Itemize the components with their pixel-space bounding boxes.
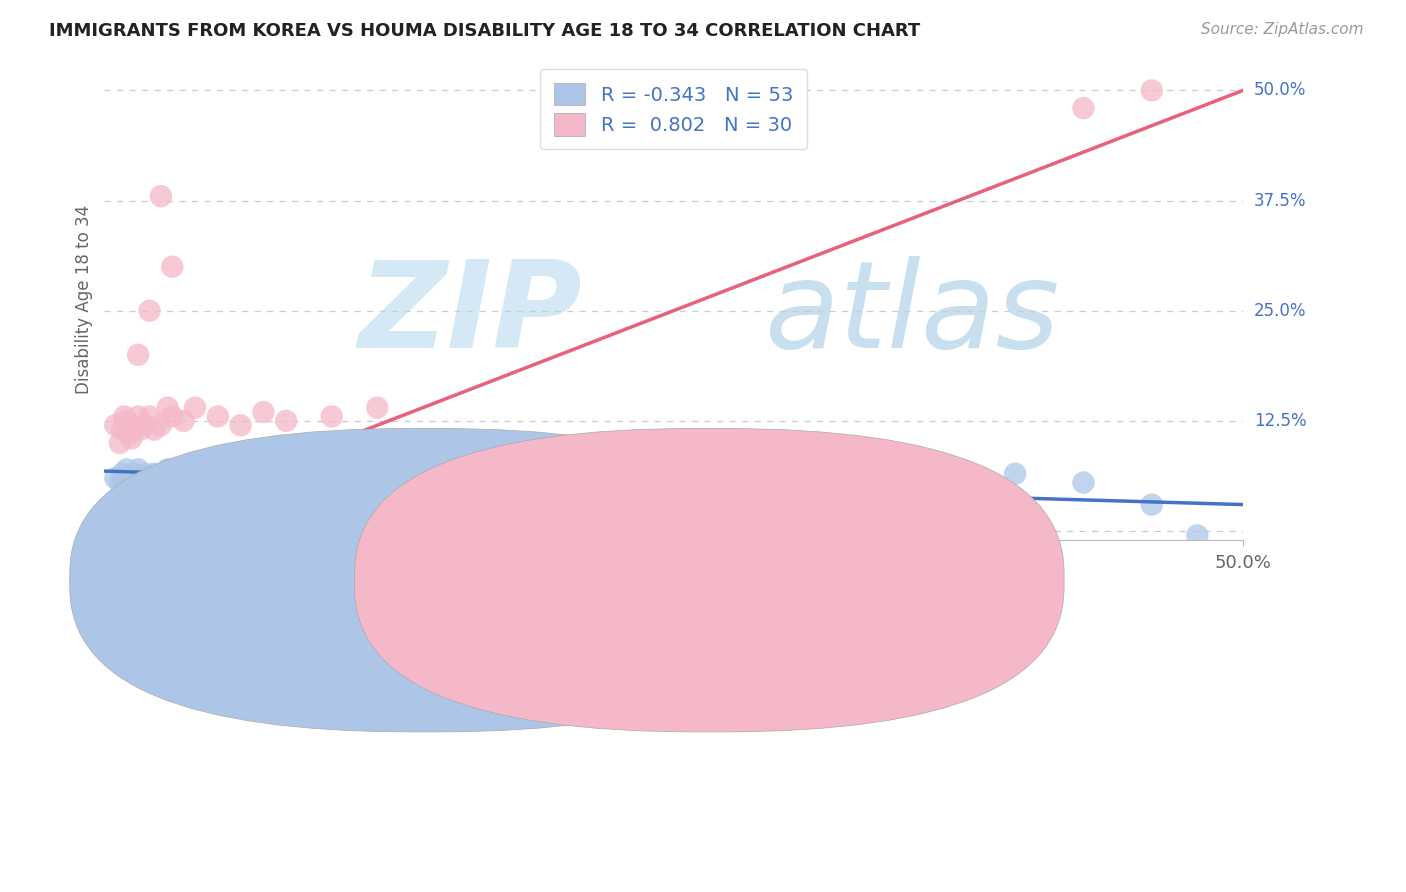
Point [111, 423, 134, 437]
Point [162, 467, 184, 481]
Point [134, 467, 156, 481]
Text: 12.5%: 12.5% [1254, 412, 1306, 430]
Point [195, 462, 218, 476]
Point [143, 423, 166, 437]
Text: ZIP: ZIP [359, 256, 582, 373]
Point [152, 471, 174, 485]
Point [149, 189, 172, 203]
Point [1187, 528, 1209, 542]
Point [115, 414, 138, 428]
Point [138, 409, 160, 424]
Legend: R = -0.343   N = 53, R =  0.802   N = 30: R = -0.343 N = 53, R = 0.802 N = 30 [540, 70, 807, 149]
Point [229, 475, 252, 490]
Text: 50.0%: 50.0% [1254, 81, 1306, 99]
Point [115, 462, 138, 476]
Point [138, 303, 160, 318]
Point [118, 427, 141, 442]
Point [173, 414, 195, 428]
Point [104, 471, 127, 485]
Point [114, 409, 136, 424]
Text: atlas: atlas [765, 256, 1060, 373]
Point [240, 467, 263, 481]
Text: IMMIGRANTS FROM KOREA VS HOUMA DISABILITY AGE 18 TO 34 CORRELATION CHART: IMMIGRANTS FROM KOREA VS HOUMA DISABILIT… [49, 22, 921, 40]
Text: Immigrants from Korea: Immigrants from Korea [443, 571, 651, 589]
Point [162, 409, 184, 424]
FancyBboxPatch shape [70, 428, 779, 732]
Point [593, 475, 616, 490]
Point [366, 471, 388, 485]
Point [129, 475, 152, 490]
Point [143, 467, 166, 481]
Text: 25.0%: 25.0% [1254, 301, 1306, 319]
FancyBboxPatch shape [354, 428, 1064, 732]
Text: Houma: Houma [728, 571, 793, 589]
Point [731, 475, 754, 490]
Point [104, 418, 127, 433]
Point [156, 401, 179, 415]
Point [184, 475, 207, 490]
Point [685, 471, 707, 485]
Point [134, 418, 156, 433]
Point [321, 467, 343, 481]
Point [229, 418, 252, 433]
Point [114, 480, 136, 494]
Point [640, 467, 662, 481]
Point [120, 475, 142, 490]
Point [366, 401, 388, 415]
Point [276, 475, 298, 490]
Point [125, 471, 148, 485]
Point [131, 471, 153, 485]
Point [1073, 475, 1095, 490]
Point [276, 414, 298, 428]
Point [776, 467, 799, 481]
Point [120, 432, 142, 446]
Point [457, 475, 479, 490]
Point [127, 348, 149, 362]
Point [149, 418, 172, 433]
Point [129, 423, 152, 437]
Point [1004, 467, 1026, 481]
Text: Source: ZipAtlas.com: Source: ZipAtlas.com [1201, 22, 1364, 37]
Point [207, 467, 229, 481]
Point [174, 467, 197, 481]
Point [1073, 101, 1095, 115]
Point [389, 475, 412, 490]
Point [321, 409, 343, 424]
Point [170, 475, 193, 490]
Point [207, 409, 229, 424]
Point [179, 471, 201, 485]
Point [959, 471, 981, 485]
Point [108, 436, 131, 450]
Point [108, 475, 131, 490]
Point [136, 480, 159, 494]
Point [162, 260, 184, 274]
Point [122, 467, 145, 481]
Point [166, 471, 188, 485]
Point [148, 475, 170, 490]
Point [218, 471, 240, 485]
Point [127, 462, 149, 476]
Text: 37.5%: 37.5% [1254, 192, 1306, 210]
Point [1140, 83, 1163, 97]
Point [298, 471, 321, 485]
Point [156, 462, 179, 476]
Point [138, 471, 160, 485]
Point [127, 409, 149, 424]
Y-axis label: Disability Age 18 to 34: Disability Age 18 to 34 [75, 205, 93, 394]
Point [548, 471, 571, 485]
Point [122, 418, 145, 433]
Point [412, 471, 434, 485]
Point [118, 471, 141, 485]
Point [111, 467, 134, 481]
Point [890, 475, 912, 490]
Point [252, 471, 274, 485]
Point [252, 405, 274, 419]
Point [503, 467, 526, 481]
Point [184, 401, 207, 415]
Point [1140, 498, 1163, 512]
Point [821, 471, 844, 485]
Point [343, 475, 366, 490]
